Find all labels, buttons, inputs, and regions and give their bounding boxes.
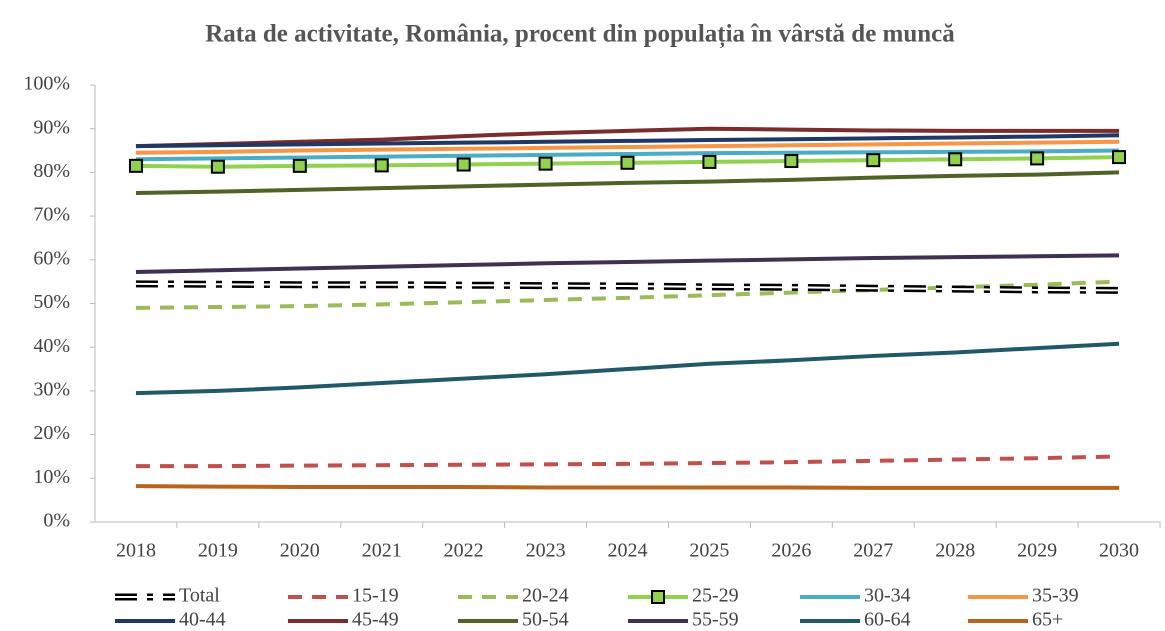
series-line (135, 454, 1120, 469)
point (948, 152, 963, 167)
x-tick-label: 2022 (444, 540, 484, 562)
series-line (135, 170, 1120, 195)
y-tick-label: 10% (33, 466, 70, 488)
y-tick-label: 30% (33, 378, 70, 400)
chart-title: Rata de activitate, România, procent din… (205, 21, 955, 49)
point (292, 158, 307, 173)
legend-label: 30-34 (864, 585, 911, 607)
x-tick-label: 2019 (198, 540, 238, 562)
point (620, 155, 635, 170)
x-tick-label: 2024 (608, 540, 648, 562)
point (128, 158, 143, 173)
legend-label: 35-39 (1032, 585, 1079, 607)
x-tick-label: 2023 (526, 540, 566, 562)
y-tick-label: 100% (23, 73, 70, 95)
point (538, 156, 553, 171)
point (1030, 151, 1045, 166)
legend-label: 65+ (1032, 609, 1063, 631)
legend-marker (651, 590, 665, 604)
y-tick-label: 0% (43, 510, 70, 532)
x-tick-label: 2027 (853, 540, 893, 562)
x-tick-label: 2018 (116, 540, 156, 562)
x-tick-label: 2026 (771, 540, 811, 562)
x-tick-label: 2028 (935, 540, 975, 562)
legend-label: Total (179, 585, 220, 607)
series-line (135, 148, 1120, 162)
series-line (135, 126, 1120, 149)
legend-label: 20-24 (522, 585, 569, 607)
y-tick-label: 20% (33, 422, 70, 444)
point (1112, 150, 1127, 165)
point (456, 157, 471, 172)
x-tick-label: 2025 (689, 540, 729, 562)
point (374, 158, 389, 173)
x-tick-label: 2029 (1017, 540, 1057, 562)
y-tick-label: 70% (33, 204, 70, 226)
legend-label: 55-59 (692, 609, 739, 631)
point (784, 154, 799, 169)
x-tick-label: 2021 (362, 540, 402, 562)
series-line (135, 139, 1120, 155)
series-line (135, 253, 1120, 275)
legend-label: 50-54 (522, 609, 569, 631)
series-line (135, 484, 1120, 490)
y-tick-label: 40% (33, 335, 70, 357)
y-tick-label: 50% (33, 291, 70, 313)
legend-label: 25-29 (692, 585, 739, 607)
point (866, 153, 881, 168)
legend-label: 45-49 (352, 609, 399, 631)
series-line-inner (135, 282, 1120, 292)
y-tick-label: 60% (33, 247, 70, 269)
point (210, 159, 225, 174)
point (702, 154, 717, 169)
x-tick-label: 2020 (280, 540, 320, 562)
legend-label: 60-64 (864, 609, 911, 631)
x-tick-label: 2030 (1099, 540, 1139, 562)
legend-label: 15-19 (352, 585, 399, 607)
series-line (135, 133, 1120, 149)
y-tick-label: 80% (33, 160, 70, 182)
series-line (135, 341, 1120, 396)
y-tick-label: 90% (33, 116, 70, 138)
legend-label: 40-44 (179, 609, 226, 631)
